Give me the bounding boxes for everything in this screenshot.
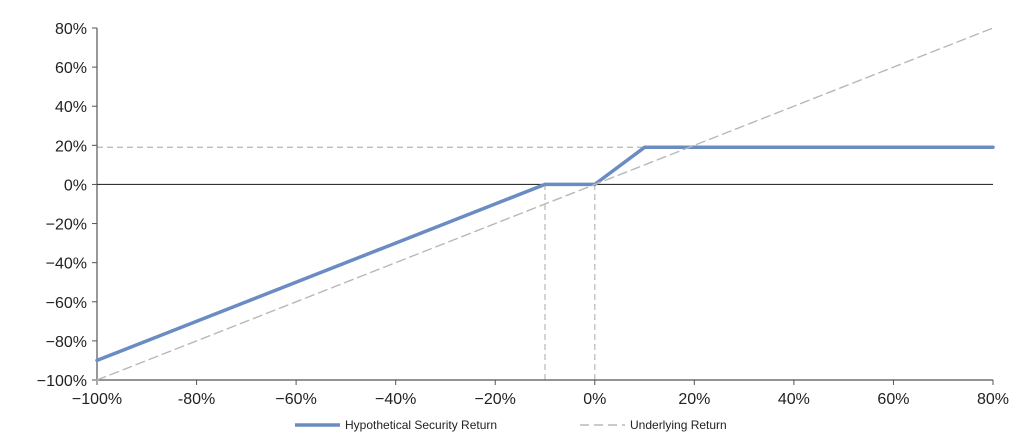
y-tick-label: −80%: [46, 334, 87, 351]
y-tick-label: −40%: [46, 256, 87, 273]
reference-lines: [97, 146, 993, 380]
y-tick-label: 80%: [55, 21, 87, 38]
y-tick-label: 40%: [55, 99, 87, 116]
y-tick-label: 0%: [64, 177, 87, 194]
y-tick-label: 60%: [55, 60, 87, 77]
x-tick-label: 80%: [977, 391, 1009, 408]
y-tick-label: −20%: [46, 217, 87, 234]
underlying-return-line: [96, 27, 994, 381]
y-tick-label: −60%: [46, 295, 87, 312]
legend-label: Hypothetical Security Return: [345, 418, 497, 432]
y-tick-label: −100%: [37, 373, 87, 390]
x-tick-label: 60%: [877, 391, 909, 408]
x-tick-label: 0%: [583, 391, 606, 408]
x-tick-label: −40%: [375, 391, 416, 408]
x-tick-label: −60%: [275, 391, 316, 408]
legend-label: Underlying Return: [630, 418, 727, 432]
x-tick-label: 20%: [678, 391, 710, 408]
legend: Hypothetical Security Return Underlying R…: [295, 418, 727, 432]
series-lines: [95, 27, 995, 381]
x-tick-label: −20%: [475, 391, 516, 408]
x-tick-label: −100%: [72, 391, 122, 408]
x-tick-label: -80%: [178, 391, 215, 408]
x-tick-label: 40%: [778, 391, 810, 408]
tick-labels: −100% −80% −60% −40% −20% 0% 20% 40% 60% 80% −100%…: [37, 21, 1009, 408]
y-tick-label: 20%: [55, 138, 87, 155]
